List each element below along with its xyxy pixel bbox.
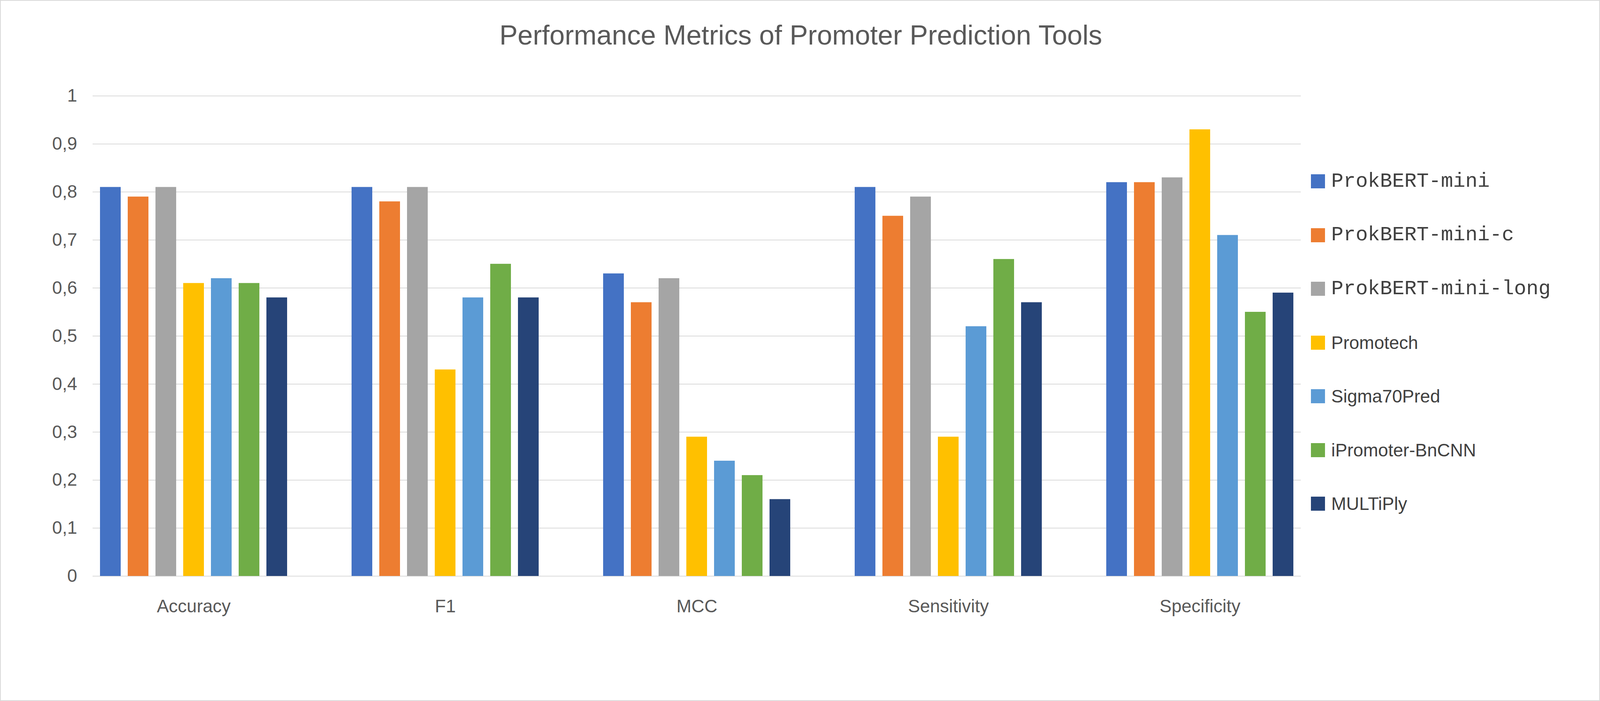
svg-text:0,2: 0,2 [52,469,78,490]
svg-text:0,6: 0,6 [52,277,78,298]
html-text:iPromoter-BnCNN: iPromoter-BnCNN [1331,439,1477,460]
svg-text:Sensitivity: Sensitivity [907,595,989,617]
html-text:Sigma70Pred: Sigma70Pred [1331,385,1441,407]
html-text:MULTiPly: MULTiPly [1331,493,1408,514]
html-text:ProkBERT-mini: ProkBERT-mini [1331,169,1490,193]
svg-text:0,7: 0,7 [52,229,78,250]
svg-text:0,4: 0,4 [52,373,78,394]
svg-text:0,9: 0,9 [52,133,78,154]
svg-text:0,8: 0,8 [52,181,78,202]
svg-text:1: 1 [67,85,78,106]
svg-text:Accuracy: Accuracy [156,595,231,617]
svg-text:0,1: 0,1 [52,517,78,538]
svg-text:0,3: 0,3 [52,421,78,442]
svg-text:MCC: MCC [676,595,718,617]
svg-text:0,5: 0,5 [52,325,78,346]
html-text:ProkBERT-mini-c: ProkBERT-mini-c [1331,223,1515,247]
svg-text:Specificity: Specificity [1159,595,1241,617]
html-text:Promotech: Promotech [1331,332,1419,353]
html-text:Performance Metrics of Promote: Performance Metrics of Promoter Predicti… [499,19,1103,51]
svg-text:F1: F1 [434,595,456,617]
html-text:ProkBERT-mini-long: ProkBERT-mini-long [1331,277,1551,301]
svg-text:0: 0 [67,565,78,586]
